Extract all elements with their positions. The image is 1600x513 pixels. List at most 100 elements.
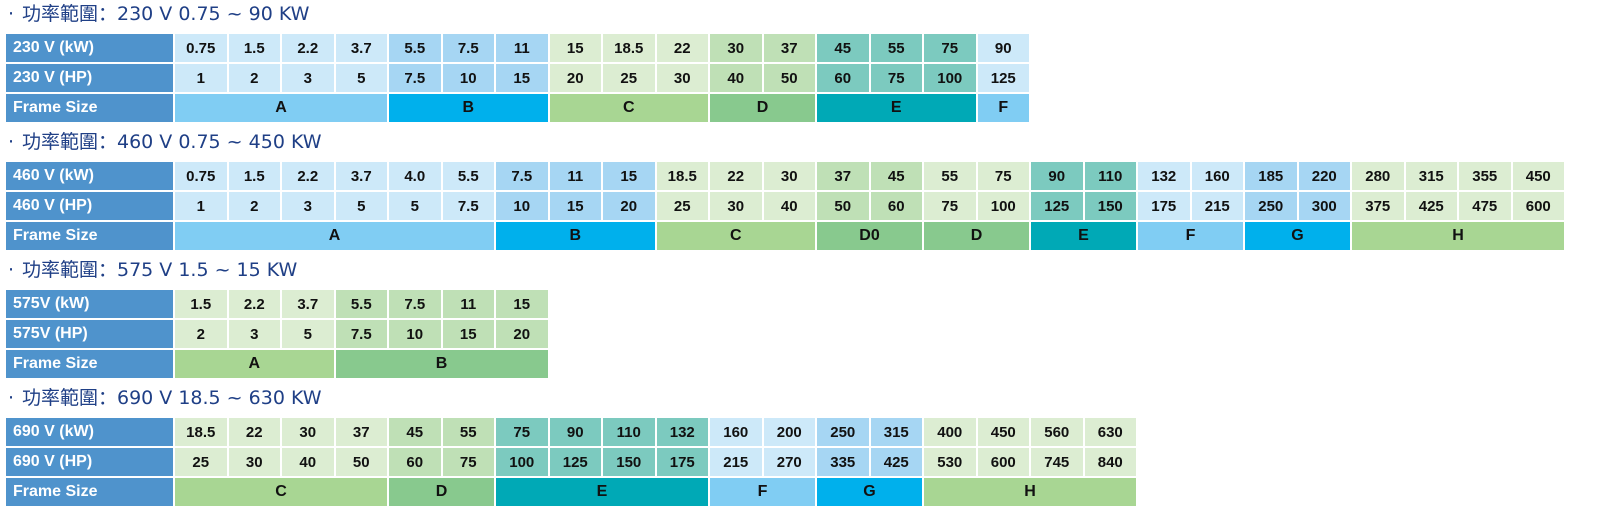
- value-cell: 335: [815, 446, 871, 478]
- value-cell: 530: [922, 446, 978, 478]
- value-cell: 150: [601, 446, 657, 478]
- value-cell: 3: [280, 190, 336, 222]
- value-cell: 25: [601, 62, 657, 94]
- value-cell: 2: [173, 318, 229, 350]
- table-row: 460 V (HP) 1 2 3 5 5 7.5 10 15 20 25 30 40 50 60 75 100 1…: [4, 190, 1566, 222]
- value-cell: 30: [226, 446, 282, 478]
- value-cell: 3: [280, 62, 336, 94]
- value-cell: 60: [868, 190, 924, 222]
- frame-size-cell: D: [708, 92, 817, 124]
- value-cell: 30: [708, 190, 764, 222]
- value-cell: 45: [815, 32, 871, 64]
- frame-size-header: Frame Size: [4, 220, 175, 252]
- row-header: 460 V (kW): [4, 160, 175, 192]
- section-heading: · 功率範圍：230 V 0.75 ~ 90 KW: [0, 2, 309, 26]
- value-cell: 425: [868, 446, 924, 478]
- value-cell: 3.7: [333, 160, 389, 192]
- value-cell: 5: [333, 62, 389, 94]
- value-cell: 215: [708, 446, 764, 478]
- value-cell: 22: [226, 416, 282, 448]
- frame-size-cell: H: [922, 476, 1138, 508]
- frame-size-cell: C: [654, 220, 817, 252]
- bullet-dot: ·: [7, 3, 15, 25]
- value-cell: 132: [1136, 160, 1192, 192]
- value-cell: 132: [654, 416, 710, 448]
- value-cell: 450: [975, 416, 1031, 448]
- frame-size-cell: E: [1029, 220, 1138, 252]
- value-cell: 15: [494, 62, 550, 94]
- value-cell: 2: [226, 190, 282, 222]
- section-heading: · 功率範圍：460 V 0.75 ~ 450 KW: [0, 130, 322, 154]
- spec-table: 575V (kW) 1.5 2.2 3.7 5.5 7.5 11 15 575V (HP) 2 3 5…: [4, 288, 550, 380]
- value-cell: 125: [547, 446, 603, 478]
- value-cell: 0.75: [173, 160, 229, 192]
- spec-table: 460 V (kW) 0.75 1.5 2.2 3.7 4.0 5.5 7.5 11 15 18.5…: [4, 160, 1566, 252]
- value-cell: 2: [226, 62, 282, 94]
- value-cell: 60: [387, 446, 443, 478]
- table-row: 575V (HP) 2 3 5 7.5 10 15 20: [4, 318, 550, 350]
- row-header: 690 V (HP): [4, 446, 175, 478]
- frame-size-cell: F: [708, 476, 817, 508]
- value-cell: 90: [975, 32, 1031, 64]
- value-cell: 110: [1082, 160, 1138, 192]
- value-cell: 7.5: [494, 160, 550, 192]
- value-cell: 50: [815, 190, 871, 222]
- row-header: 460 V (HP): [4, 190, 175, 222]
- row-header: 575V (kW): [4, 288, 175, 320]
- value-cell: 150: [1082, 190, 1138, 222]
- value-cell: 10: [387, 318, 443, 350]
- section-heading-text: 功率範圍：690 V 18.5 ~ 630 KW: [22, 387, 322, 409]
- value-cell: 22: [654, 32, 710, 64]
- value-cell: 40: [708, 62, 764, 94]
- value-cell: 630: [1082, 416, 1138, 448]
- value-cell: 20: [601, 190, 657, 222]
- frame-size-cell: E: [494, 476, 710, 508]
- value-cell: 375: [1350, 190, 1406, 222]
- value-cell: 3.7: [333, 32, 389, 64]
- frame-size-cell: E: [815, 92, 978, 124]
- value-cell: 40: [280, 446, 336, 478]
- row-header: 230 V (HP): [4, 62, 175, 94]
- value-cell: 160: [708, 416, 764, 448]
- value-cell: 20: [547, 62, 603, 94]
- value-cell: 7.5: [387, 288, 443, 320]
- frame-size-cell: D0: [815, 220, 924, 252]
- frame-size-cell: F: [1136, 220, 1245, 252]
- value-cell: 5.5: [440, 160, 496, 192]
- value-cell: 2.2: [226, 288, 282, 320]
- value-cell: 5: [387, 190, 443, 222]
- value-cell: 7.5: [333, 318, 389, 350]
- section-heading: · 功率範圍：690 V 18.5 ~ 630 KW: [0, 386, 322, 410]
- table-row: 230 V (HP) 1 2 3 5 7.5 10 15 20 25 30 40 50 60 75 100 12…: [4, 62, 1031, 94]
- value-cell: 60: [815, 62, 871, 94]
- frame-size-cell: F: [975, 92, 1031, 124]
- value-cell: 22: [708, 160, 764, 192]
- value-cell: 11: [440, 288, 496, 320]
- section-heading: · 功率範圍：575 V 1.5 ~ 15 KW: [0, 258, 297, 282]
- value-cell: 2.2: [280, 160, 336, 192]
- section-heading-text: 功率範圍：575 V 1.5 ~ 15 KW: [22, 259, 298, 281]
- value-cell: 3.7: [280, 288, 336, 320]
- value-cell: 11: [494, 32, 550, 64]
- value-cell: 100: [975, 190, 1031, 222]
- value-cell: 10: [494, 190, 550, 222]
- value-cell: 90: [1029, 160, 1085, 192]
- frame-size-cell: G: [815, 476, 924, 508]
- value-cell: 37: [333, 416, 389, 448]
- frame-size-cell: B: [333, 348, 550, 380]
- value-cell: 4.0: [387, 160, 443, 192]
- frame-size-cell: A: [173, 348, 336, 380]
- value-cell: 20: [494, 318, 550, 350]
- frame-size-cell: B: [387, 92, 550, 124]
- frame-size-header: Frame Size: [4, 476, 175, 508]
- value-cell: 75: [975, 160, 1031, 192]
- value-cell: 11: [547, 160, 603, 192]
- value-cell: 7.5: [387, 62, 443, 94]
- value-cell: 37: [761, 32, 817, 64]
- value-cell: 45: [868, 160, 924, 192]
- value-cell: 18.5: [601, 32, 657, 64]
- value-cell: 7.5: [440, 190, 496, 222]
- value-cell: 600: [1510, 190, 1566, 222]
- row-header: 690 V (kW): [4, 416, 175, 448]
- value-cell: 185: [1243, 160, 1299, 192]
